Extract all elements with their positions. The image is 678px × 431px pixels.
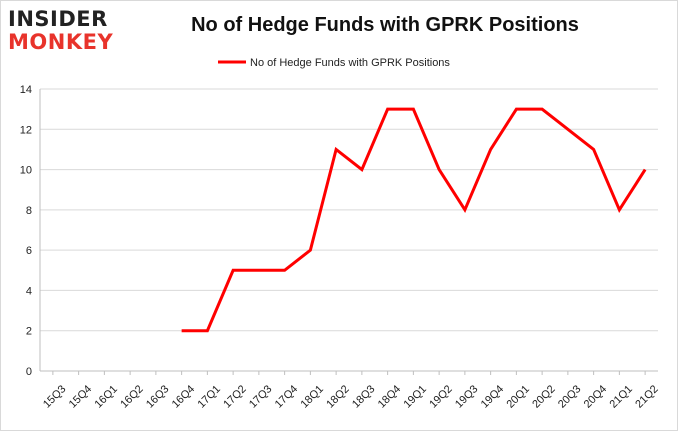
insider-monkey-logo: INSIDER MONKEY [8,6,128,56]
x-tick-label: 20Q1 [504,383,532,411]
axes: 0246810121415Q315Q416Q116Q216Q316Q417Q11… [20,84,661,411]
x-tick-label: 16Q3 [144,383,172,411]
x-tick-label: 18Q3 [350,383,378,411]
x-tick-label: 20Q3 [556,383,584,411]
y-tick-label: 14 [20,84,32,96]
x-tick-label: 17Q2 [221,383,249,411]
legend-label: No of Hedge Funds with GPRK Positions [250,57,450,69]
x-tick-label: 17Q4 [273,383,301,411]
gridlines [40,88,658,332]
y-tick-label: 6 [26,245,32,257]
x-tick-label: 19Q2 [427,383,455,411]
x-tick-label: 17Q1 [195,383,223,411]
x-tick-label: 16Q4 [170,383,198,411]
x-tick-label: 15Q4 [67,383,95,411]
y-tick-label: 4 [26,285,32,297]
x-tick-label: 18Q4 [376,383,404,411]
x-tick-label: 21Q1 [607,383,635,411]
x-tick-label: 19Q4 [479,383,507,411]
x-tick-label: 18Q1 [298,383,326,411]
y-tick-label: 0 [26,366,32,378]
series-layer [181,107,647,333]
chart-title: No of Hedge Funds with GPRK Positions [191,14,579,36]
x-tick-label: 19Q3 [453,383,481,411]
x-tick-label: 15Q3 [41,383,69,411]
x-tick-label: 18Q2 [324,383,352,411]
x-tick-label: 20Q2 [530,383,558,411]
x-tick-label: 21Q2 [633,383,661,411]
y-tick-label: 8 [26,205,32,217]
y-tick-label: 2 [26,326,32,338]
logo-line-insider: INSIDER [8,7,108,31]
series-line [181,107,647,333]
x-tick-label: 19Q1 [401,383,429,411]
x-tick-label: 16Q1 [92,383,120,411]
y-tick-label: 12 [20,124,32,136]
legend: No of Hedge Funds with GPRK Positions [218,57,450,69]
x-tick-label: 16Q2 [118,383,146,411]
x-tick-label: 17Q3 [247,383,275,411]
x-tick-label: 20Q4 [582,383,610,411]
logo-line-monkey: MONKEY [8,30,114,54]
y-tick-label: 10 [20,165,32,177]
